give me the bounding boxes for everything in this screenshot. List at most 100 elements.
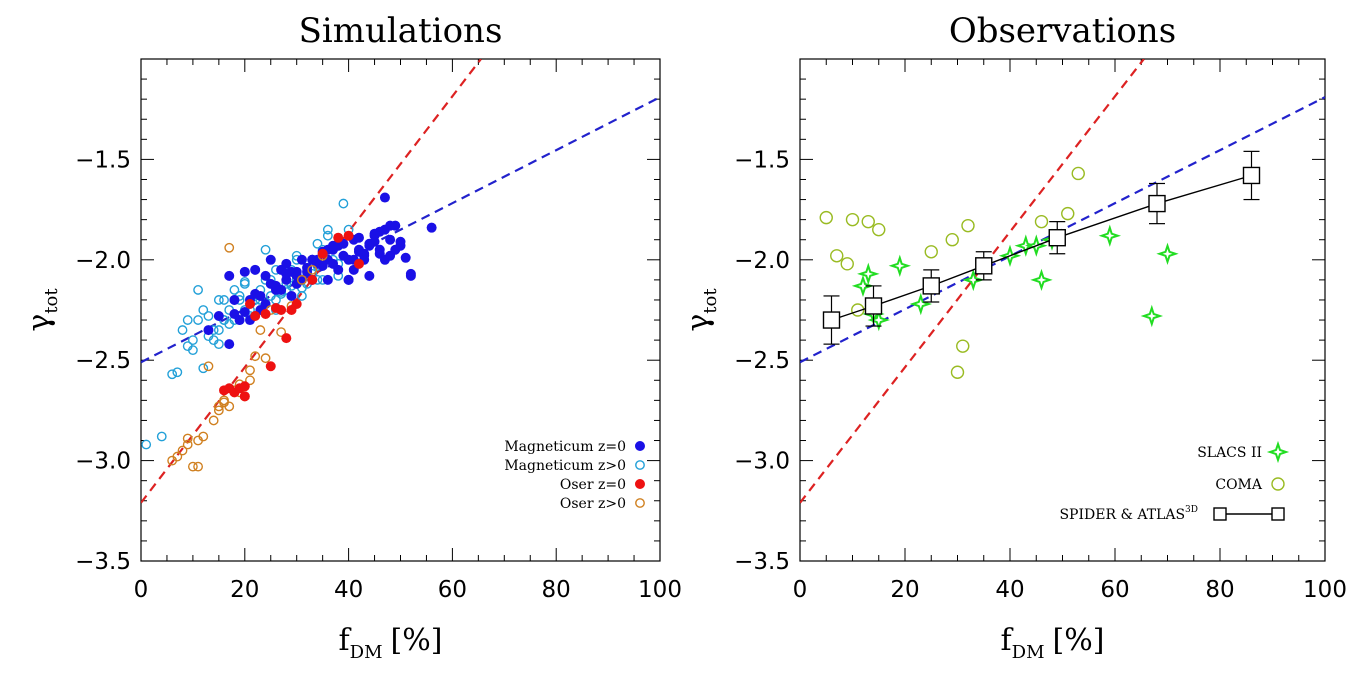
data-point <box>250 311 261 322</box>
data-point <box>213 295 224 305</box>
data-point <box>286 290 297 301</box>
data-point <box>213 339 224 350</box>
data-point <box>307 264 318 275</box>
data-point <box>265 361 276 372</box>
data-point <box>172 451 183 462</box>
data-point <box>343 230 354 241</box>
series-line <box>831 174 1252 321</box>
legend-marker <box>1271 477 1285 491</box>
legend-label: Oser z>0 <box>560 496 626 512</box>
legend-marker <box>635 479 645 489</box>
data-point <box>328 258 339 269</box>
data-point <box>1156 242 1179 265</box>
data-point <box>281 333 292 344</box>
x-tick-label: 100 <box>638 577 682 603</box>
data-point <box>400 252 411 263</box>
data-point <box>333 232 344 243</box>
data-point <box>317 248 328 259</box>
data-point <box>244 298 255 309</box>
y-tick-label: −3.5 <box>734 549 790 575</box>
data-point <box>276 305 287 315</box>
series-slacs <box>851 224 1179 332</box>
data-point <box>286 305 297 315</box>
data-point <box>172 367 183 378</box>
data-point <box>1098 224 1122 247</box>
data-point <box>250 264 261 275</box>
x-label-main: f <box>1001 623 1014 658</box>
x-tick-label: 80 <box>542 577 571 603</box>
data-point <box>1048 229 1066 247</box>
data-point <box>307 254 318 265</box>
data-point <box>822 311 841 329</box>
data-point <box>840 257 854 271</box>
x-axis-label: fDM [%] <box>1001 623 1105 663</box>
data-point <box>198 363 209 374</box>
line-fit-red <box>800 59 1145 504</box>
data-point <box>156 431 167 442</box>
x-tick-label: 40 <box>995 577 1024 603</box>
data-point <box>250 351 261 362</box>
data-point <box>945 233 959 247</box>
series-coma <box>819 166 1085 379</box>
x-tick-label: 0 <box>134 577 149 603</box>
series-oser-z0 <box>219 230 364 402</box>
x-axis-label: fDM [%] <box>339 623 443 663</box>
legend-label: Oser z=0 <box>560 477 626 493</box>
data-point <box>888 254 912 278</box>
data-point <box>187 461 198 472</box>
data-point <box>322 230 333 241</box>
data-point <box>1071 166 1085 181</box>
data-point <box>845 212 860 227</box>
data-point <box>322 274 333 285</box>
data-point <box>250 288 261 299</box>
data-point <box>177 445 188 456</box>
legend-label: Magneticum z>0 <box>504 458 626 474</box>
data-point <box>239 276 250 287</box>
data-point <box>353 246 364 257</box>
fit-lines <box>800 59 1325 504</box>
legend-label: SPIDER & ATLAS3D <box>1059 505 1198 523</box>
y-tick-label: −3.0 <box>734 449 790 475</box>
data-point <box>1034 214 1049 229</box>
data-point <box>239 391 250 402</box>
legend-label: SLACS II <box>1197 445 1262 461</box>
data-point <box>374 244 385 255</box>
data-point <box>182 439 193 450</box>
series-spider <box>822 150 1261 345</box>
legend-marker <box>1213 507 1227 521</box>
legend-label-main: SPIDER & ATLAS <box>1059 507 1185 523</box>
data-point <box>203 311 214 321</box>
data-point <box>182 341 193 352</box>
y-tick-label: −3.5 <box>75 549 131 575</box>
data-point <box>193 315 203 325</box>
data-point <box>213 405 224 416</box>
y-tick-label: −2.5 <box>75 348 131 374</box>
data-point <box>281 258 292 269</box>
data-point <box>343 274 354 285</box>
legend: Magneticum z=0 Magneticum z>0 Oser z=0 Oser… <box>504 439 645 512</box>
data-point <box>405 268 416 279</box>
data-point <box>224 339 235 350</box>
data-point <box>182 433 193 444</box>
data-point <box>260 309 271 320</box>
y-axis-label: γtot <box>681 288 721 332</box>
y-label-main: γ <box>681 314 716 332</box>
data-point <box>219 397 229 408</box>
data-point <box>229 285 240 295</box>
legend: SLACS II COMA SPIDER & ATLAS3D <box>1059 440 1290 523</box>
data-point <box>975 257 993 275</box>
y-axis-label: γtot <box>22 288 62 332</box>
data-point <box>909 292 933 316</box>
data-point <box>239 307 250 318</box>
data-point <box>307 274 318 285</box>
data-point <box>203 361 214 372</box>
data-point <box>1030 268 1053 292</box>
data-point <box>851 303 865 317</box>
chart-title: Observations <box>949 11 1176 51</box>
data-point <box>1242 166 1261 185</box>
data-point <box>385 220 396 231</box>
y-label-sub: tot <box>41 288 62 314</box>
data-point <box>872 222 886 237</box>
data-point <box>395 236 406 247</box>
chart-title: Simulations <box>299 11 503 51</box>
